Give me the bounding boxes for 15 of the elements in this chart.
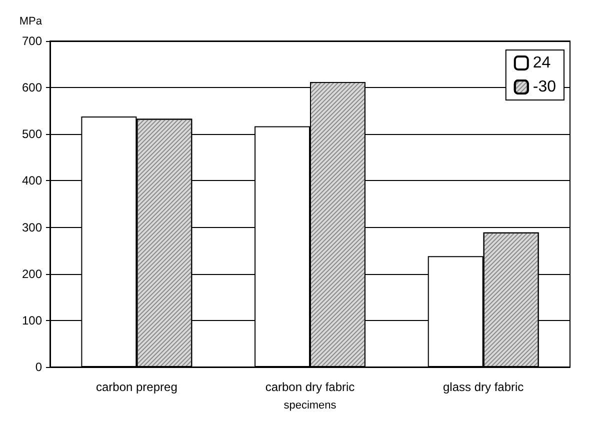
y-tick-label: 600 [22, 80, 42, 95]
x-axis-title: specimens [284, 400, 337, 412]
y-tick-label: 200 [22, 266, 42, 281]
y-tick-label: 500 [22, 127, 42, 142]
x-tick-label: carbon prepreg [96, 380, 178, 394]
y-tick-label: 0 [35, 360, 42, 374]
legend-label: 24 [532, 54, 551, 72]
x-tick-label: carbon dry fabric [265, 380, 355, 394]
y-tick-label: 100 [22, 313, 42, 328]
y-axis-title: MPa [19, 16, 43, 28]
x-tick-label: glass dry fabric [442, 380, 524, 394]
y-tick-label: 300 [22, 220, 42, 234]
legend-label: -30 [532, 78, 556, 96]
y-tick-label: 400 [22, 174, 42, 188]
y-tick-label: 700 [22, 34, 42, 48]
